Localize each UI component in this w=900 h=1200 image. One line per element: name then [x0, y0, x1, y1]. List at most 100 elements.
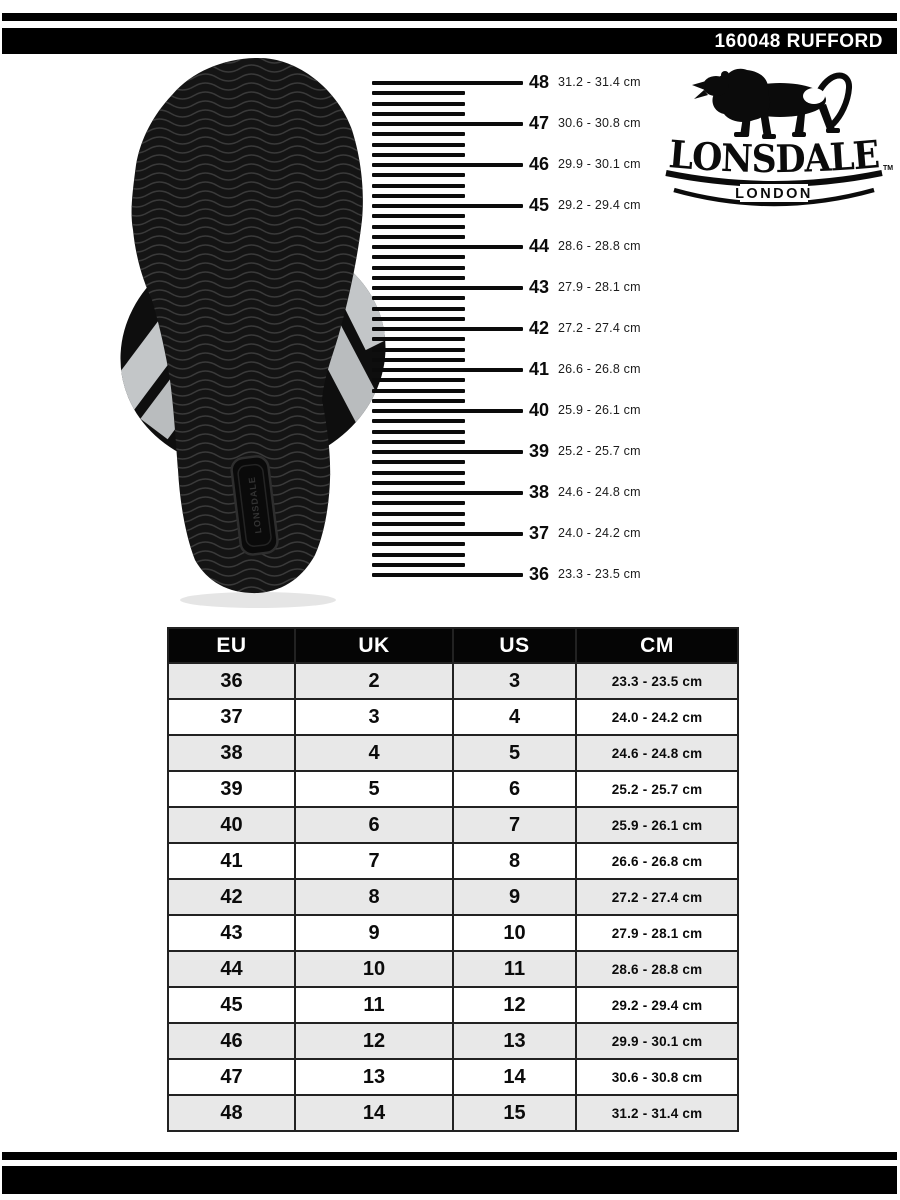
ruler-major-tick [372, 450, 523, 454]
size-cell: 38 [167, 734, 296, 772]
top-accent-stripe [2, 13, 897, 21]
ruler-minor-tick [372, 173, 465, 178]
cm-range-cell: 26.6 - 26.8 cm [575, 842, 739, 880]
ruler-size-label: 44 [528, 236, 550, 256]
size-cell: 41 [167, 842, 296, 880]
ruler-minor-tick [372, 306, 465, 311]
size-cell: 44 [167, 950, 296, 988]
size-cell: 2 [294, 662, 454, 700]
ruler-range-label: 25.2 - 25.7 cm [558, 444, 641, 458]
ruler-minor-tick [372, 378, 465, 383]
cm-range-cell: 24.6 - 24.8 cm [575, 734, 739, 772]
product-code: 160048 RUFFORD [714, 31, 883, 52]
logo-lower-swoosh [673, 187, 875, 207]
ruler-major-tick [372, 532, 523, 536]
ruler-major-tick [372, 245, 523, 249]
table-row: 41 7 8 26.6 - 26.8 cm [167, 842, 739, 880]
column-header: EU [167, 627, 296, 664]
ruler-size-label: 47 [528, 113, 550, 133]
ruler-minor-tick [372, 132, 465, 137]
ruler-minor-tick [372, 224, 465, 229]
ruler-size-label: 45 [528, 195, 550, 215]
table-row: 48 14 15 31.2 - 31.4 cm [167, 1094, 739, 1132]
ruler-minor-tick [372, 521, 465, 526]
ruler-minor-tick [372, 562, 465, 567]
cm-range-cell: 27.9 - 28.1 cm [575, 914, 739, 952]
ruler-minor-tick [372, 337, 465, 342]
table-row: 36 2 3 23.3 - 23.5 cm [167, 662, 739, 700]
size-cell: 9 [294, 914, 454, 952]
ruler-range-label: 31.2 - 31.4 cm [558, 75, 641, 89]
lion-icon [692, 68, 852, 139]
size-cell: 10 [294, 950, 454, 988]
trademark-symbol: TM [883, 165, 893, 172]
ruler-major-tick [372, 491, 523, 495]
ruler-range-label: 24.6 - 24.8 cm [558, 485, 641, 499]
size-cell: 42 [167, 878, 296, 916]
ruler-minor-tick [372, 552, 465, 557]
ruler-minor-tick [372, 470, 465, 475]
ruler-major-tick [372, 204, 523, 208]
size-cell: 5 [294, 770, 454, 808]
ruler-minor-tick [372, 501, 465, 506]
size-cell: 7 [294, 842, 454, 880]
lonsdale-logo: LONSDALE TM LONDON [665, 68, 893, 207]
ruler-size-label: 37 [528, 523, 550, 543]
ruler-minor-tick [372, 429, 465, 434]
ruler-minor-tick [372, 296, 465, 301]
ruler-major-tick [372, 122, 523, 126]
cm-range-cell: 25.2 - 25.7 cm [575, 770, 739, 808]
ruler-size-label: 42 [528, 318, 550, 338]
table-row: 40 6 7 25.9 - 26.1 cm [167, 806, 739, 844]
table-row: 38 4 5 24.6 - 24.8 cm [167, 734, 739, 772]
ruler-minor-tick [372, 234, 465, 239]
size-cell: 3 [452, 662, 577, 700]
ruler-size-label: 40 [528, 400, 550, 420]
ruler-minor-tick [372, 439, 465, 444]
ruler-minor-tick [372, 316, 465, 321]
shoe-sole-image: LONSDALE [108, 57, 393, 608]
london-text-backing [740, 184, 808, 202]
ruler-minor-tick [372, 101, 465, 106]
ruler-minor-tick [372, 460, 465, 465]
size-cell: 8 [452, 842, 577, 880]
ruler-minor-tick [372, 152, 465, 157]
ruler-minor-tick [372, 511, 465, 516]
ruler-minor-tick [372, 255, 465, 260]
ruler-range-label: 23.3 - 23.5 cm [558, 567, 641, 581]
table-row: 43 9 10 27.9 - 28.1 cm [167, 914, 739, 952]
table-row: 39 5 6 25.2 - 25.7 cm [167, 770, 739, 808]
table-row: 45 11 12 29.2 - 29.4 cm [167, 986, 739, 1024]
cm-range-cell: 30.6 - 30.8 cm [575, 1058, 739, 1096]
ruler-major-tick [372, 409, 523, 413]
size-cell: 11 [452, 950, 577, 988]
size-cell: 6 [452, 770, 577, 808]
size-cell: 14 [294, 1094, 454, 1132]
table-header-row: EU UK US CM [167, 627, 739, 664]
ruler-size-label: 38 [528, 482, 550, 502]
ruler-minor-tick [372, 347, 465, 352]
ruler-range-label: 26.6 - 26.8 cm [558, 362, 641, 376]
ruler-major-tick [372, 286, 523, 290]
size-cell: 5 [452, 734, 577, 772]
logo-city-label: LONDON [735, 186, 813, 202]
ruler-minor-tick [372, 265, 465, 270]
ruler-minor-tick [372, 480, 465, 485]
size-cell: 45 [167, 986, 296, 1024]
ruler-minor-tick [372, 183, 465, 188]
table-row: 44 10 11 28.6 - 28.8 cm [167, 950, 739, 988]
size-cell: 12 [294, 1022, 454, 1060]
column-header: UK [294, 627, 454, 664]
ruler-range-label: 30.6 - 30.8 cm [558, 116, 641, 130]
size-cell: 11 [294, 986, 454, 1024]
cm-range-cell: 31.2 - 31.4 cm [575, 1094, 739, 1132]
ruler-range-label: 29.2 - 29.4 cm [558, 198, 641, 212]
column-header: CM [575, 627, 739, 664]
ruler-major-tick [372, 573, 523, 577]
size-cell: 3 [294, 698, 454, 736]
table-row: 47 13 14 30.6 - 30.8 cm [167, 1058, 739, 1096]
ruler-major-tick [372, 368, 523, 372]
ruler-minor-tick [372, 111, 465, 116]
size-cell: 47 [167, 1058, 296, 1096]
cm-range-cell: 29.9 - 30.1 cm [575, 1022, 739, 1060]
